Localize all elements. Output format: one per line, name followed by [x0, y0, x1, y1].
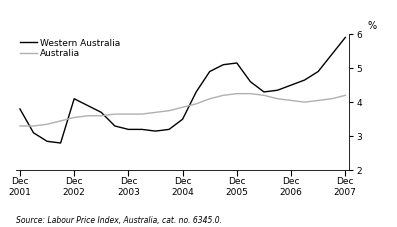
Australia	[248, 92, 253, 95]
Western Australia	[235, 62, 239, 64]
Legend: Western Australia, Australia: Western Australia, Australia	[20, 39, 121, 58]
Western Australia	[262, 91, 266, 93]
Western Australia	[343, 36, 348, 39]
Western Australia	[58, 142, 63, 144]
Western Australia	[85, 104, 90, 107]
Australia	[126, 113, 131, 115]
Australia	[140, 113, 145, 115]
Western Australia	[140, 128, 145, 131]
Western Australia	[207, 70, 212, 73]
Australia	[180, 106, 185, 109]
Western Australia	[221, 63, 225, 66]
Western Australia	[316, 70, 320, 73]
Australia	[58, 119, 63, 122]
Western Australia	[112, 125, 117, 127]
Western Australia	[180, 118, 185, 121]
Western Australia	[302, 79, 307, 81]
Australia	[167, 109, 172, 112]
Western Australia	[31, 131, 36, 134]
Line: Australia: Australia	[20, 94, 345, 126]
Line: Western Australia: Western Australia	[20, 37, 345, 143]
Australia	[343, 94, 348, 97]
Australia	[275, 97, 280, 100]
Australia	[72, 116, 77, 119]
Australia	[207, 97, 212, 100]
Text: Source: Labour Price Index, Australia, cat. no. 6345.0.: Source: Labour Price Index, Australia, c…	[16, 216, 222, 225]
Australia	[194, 102, 198, 105]
Australia	[302, 101, 307, 104]
Western Australia	[275, 89, 280, 91]
Western Australia	[153, 130, 158, 132]
Western Australia	[126, 128, 131, 131]
Australia	[31, 125, 36, 127]
Australia	[99, 114, 104, 117]
Australia	[235, 92, 239, 95]
Australia	[330, 97, 334, 100]
Australia	[316, 99, 320, 102]
Western Australia	[194, 91, 198, 93]
Western Australia	[248, 80, 253, 83]
Australia	[221, 94, 225, 97]
Western Australia	[17, 108, 22, 110]
Western Australia	[289, 84, 293, 86]
Australia	[85, 114, 90, 117]
Western Australia	[330, 53, 334, 56]
Australia	[17, 125, 22, 127]
Text: %: %	[368, 21, 377, 31]
Australia	[262, 94, 266, 97]
Western Australia	[72, 97, 77, 100]
Australia	[45, 123, 50, 126]
Western Australia	[99, 111, 104, 114]
Western Australia	[167, 128, 172, 131]
Australia	[289, 99, 293, 102]
Western Australia	[45, 140, 50, 143]
Australia	[112, 113, 117, 115]
Australia	[153, 111, 158, 114]
